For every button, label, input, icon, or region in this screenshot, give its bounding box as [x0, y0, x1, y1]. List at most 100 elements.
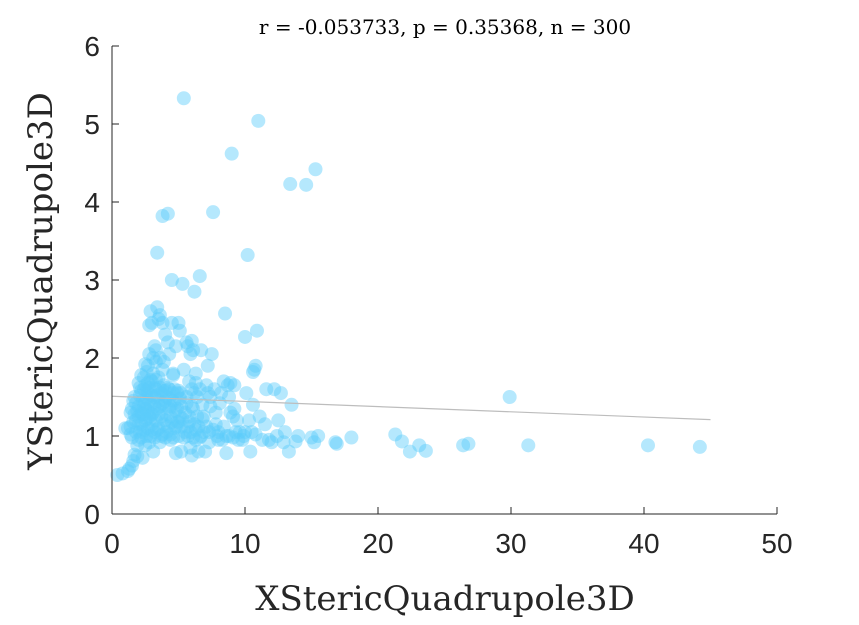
data-point — [168, 446, 183, 461]
data-point — [127, 407, 142, 422]
data-point — [200, 358, 215, 373]
data-point — [147, 380, 162, 395]
data-point — [134, 368, 149, 383]
data-point — [402, 444, 417, 459]
data-point — [162, 401, 177, 416]
data-point — [166, 368, 181, 383]
data-point — [130, 438, 145, 453]
data-point — [249, 323, 264, 338]
data-point — [179, 335, 194, 350]
data-point — [142, 347, 157, 362]
data-point — [146, 366, 161, 381]
data-point — [219, 429, 234, 443]
data-point — [264, 435, 279, 450]
data-point — [139, 429, 154, 443]
data-point — [187, 284, 202, 299]
data-point — [155, 362, 170, 377]
data-point — [238, 329, 252, 344]
data-point — [226, 409, 241, 424]
data-point — [245, 397, 260, 412]
data-point — [128, 425, 143, 440]
data-point — [277, 425, 292, 440]
y-tick-label: 1 — [84, 421, 100, 452]
data-point — [244, 425, 259, 440]
data-point — [123, 405, 138, 420]
y-tick-label: 6 — [84, 31, 100, 62]
data-point — [199, 378, 214, 393]
data-point — [456, 438, 471, 453]
data-point — [180, 339, 195, 354]
data-point — [204, 347, 219, 362]
data-point — [163, 427, 178, 442]
data-point — [191, 419, 206, 434]
data-point — [144, 417, 159, 432]
data-point — [276, 435, 291, 450]
data-point — [291, 429, 306, 443]
data-point — [144, 422, 159, 437]
data-point — [245, 365, 260, 380]
data-point — [134, 430, 149, 445]
data-point — [162, 347, 177, 362]
data-point — [182, 414, 197, 429]
scatter-points — [110, 91, 707, 482]
data-point — [142, 318, 157, 333]
data-point — [187, 386, 202, 401]
data-point — [240, 248, 255, 263]
data-point — [156, 378, 171, 393]
data-point — [259, 382, 274, 397]
data-point — [178, 405, 193, 420]
data-point — [328, 435, 343, 450]
data-point — [160, 419, 175, 434]
x-tick-label: 20 — [362, 528, 393, 559]
data-point — [118, 421, 133, 436]
data-point — [146, 405, 161, 420]
data-point — [139, 365, 154, 380]
data-point — [155, 383, 170, 398]
data-point — [168, 404, 183, 419]
data-point — [166, 430, 181, 445]
data-point — [198, 444, 213, 459]
data-point — [138, 438, 153, 453]
data-point — [135, 407, 150, 422]
data-point — [128, 396, 143, 411]
data-point — [138, 413, 153, 428]
data-point — [199, 419, 214, 434]
data-point — [154, 409, 169, 424]
data-point — [175, 411, 190, 426]
data-point — [304, 430, 319, 445]
data-point — [176, 362, 191, 377]
data-point — [146, 444, 161, 459]
data-point — [158, 383, 173, 398]
data-point — [257, 417, 272, 432]
data-point — [143, 304, 158, 319]
data-point — [219, 446, 234, 461]
data-point — [132, 425, 147, 440]
data-point — [252, 409, 267, 424]
data-point — [151, 370, 166, 385]
data-point — [158, 413, 173, 428]
data-point — [170, 386, 185, 401]
data-point — [132, 380, 147, 395]
data-point — [192, 269, 207, 284]
data-point — [461, 436, 476, 451]
data-point — [122, 461, 137, 476]
data-point — [144, 374, 159, 389]
data-point — [182, 374, 197, 389]
data-point — [211, 425, 226, 440]
data-point — [194, 343, 209, 358]
data-point — [140, 358, 155, 373]
data-point — [131, 409, 146, 424]
data-point — [159, 407, 174, 422]
data-point — [136, 370, 151, 385]
data-point — [140, 386, 155, 401]
data-point — [175, 276, 190, 291]
data-point — [138, 401, 153, 416]
data-point — [196, 425, 211, 440]
data-point — [171, 315, 186, 330]
data-point — [344, 430, 359, 445]
data-point — [214, 386, 229, 401]
data-point — [131, 375, 146, 390]
data-point — [521, 438, 536, 453]
data-point — [170, 401, 185, 416]
data-point — [130, 404, 145, 419]
